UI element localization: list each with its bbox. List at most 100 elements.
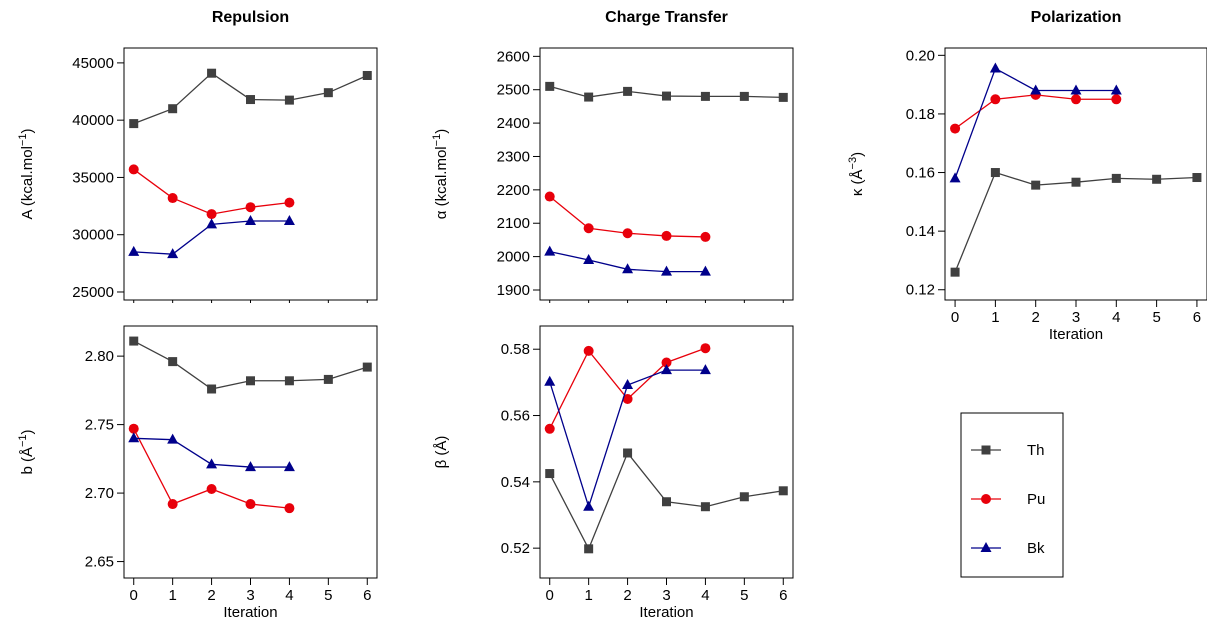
chart-panel-polarization-kappa: Polarization 0.12 0.14 0.16 0.18 0.20 0 1 2 3 4 5 6 I… <box>847 9 1207 343</box>
x-tick-label: 4 <box>701 587 709 604</box>
data-point-pu <box>245 202 256 213</box>
x-tick-label: 4 <box>285 587 293 604</box>
data-point-th <box>323 374 333 384</box>
x-tick-label: 4 <box>1112 309 1120 326</box>
x-tick-label: 0 <box>130 587 138 604</box>
x-tick-label: 6 <box>779 587 787 604</box>
data-point-bk <box>622 379 634 390</box>
data-point-bk <box>245 461 256 472</box>
data-point-pu <box>544 191 555 202</box>
y-axis-label: α (kcal.mol−1) <box>431 129 450 219</box>
series-th <box>129 68 372 129</box>
data-point-pu <box>128 164 139 175</box>
y-tick-label: 30000 <box>72 227 114 244</box>
data-point-th <box>207 68 217 78</box>
y-tick-label: 0.18 <box>906 106 935 123</box>
data-point-th <box>739 492 749 502</box>
y-tick-label: 1900 <box>497 282 530 299</box>
data-point-bk <box>583 500 595 511</box>
legend-marker <box>981 494 991 504</box>
series-th <box>545 81 788 102</box>
x-tick-label: 1 <box>991 309 999 326</box>
y-tick-label: 40000 <box>72 112 114 129</box>
legend-entry-bk: Bk <box>971 540 1045 557</box>
data-point-th <box>246 376 255 386</box>
data-point-th <box>584 92 594 102</box>
series-bk <box>949 62 1122 183</box>
data-point-pu <box>990 94 1001 105</box>
data-point-th <box>129 119 139 129</box>
data-point-pu <box>700 231 711 242</box>
data-point-bk <box>699 364 711 375</box>
data-point-pu <box>544 423 555 434</box>
x-tick-label: 2 <box>207 587 215 604</box>
data-point-bk <box>949 172 961 183</box>
data-point-th <box>362 70 372 80</box>
y-tick-label: 0.14 <box>906 223 935 240</box>
data-point-pu <box>661 357 672 368</box>
chart-panel-repulsion-b: 2.65 2.70 2.75 2.80 0 1 2 3 4 5 6 Iteration b (Å−1) <box>17 325 378 621</box>
data-point-th <box>246 95 255 105</box>
data-point-pu <box>284 197 295 208</box>
y-axis-label: A (kcal.mol−1) <box>17 129 36 220</box>
data-point-th <box>284 95 294 105</box>
chart-panel-repulsion-A: Repulsion 25000 30000 35000 40000 45000 A (kca… <box>17 9 378 303</box>
x-tick-label: 2 <box>1032 309 1040 326</box>
data-point-th <box>129 336 139 346</box>
data-point-pu <box>1111 94 1122 105</box>
data-point-bk <box>1030 84 1042 95</box>
data-point-th <box>1111 173 1121 183</box>
x-axis-label: Iteration <box>639 604 693 621</box>
data-point-bk <box>283 461 295 472</box>
data-point-bk <box>622 263 634 274</box>
data-point-bk <box>206 218 218 229</box>
x-tick-label: 5 <box>740 587 748 604</box>
data-point-pu <box>206 209 217 220</box>
data-point-th <box>778 92 788 102</box>
data-point-pu <box>167 499 178 510</box>
series-line-pu <box>133 428 290 509</box>
data-point-pu <box>950 123 961 134</box>
chart-panel-charge-alpha: Charge Transfer 1900 2000 2100 2200 2300 2400 2… <box>431 9 794 303</box>
data-point-th <box>584 544 594 554</box>
series-pu <box>128 164 295 220</box>
data-point-th <box>1031 180 1041 190</box>
series-bk <box>128 214 295 259</box>
data-point-pu <box>206 483 217 494</box>
series-bk <box>544 245 711 276</box>
y-tick-label: 2600 <box>497 48 530 65</box>
data-point-th <box>1071 177 1081 187</box>
data-point-pu <box>128 423 139 434</box>
data-point-bk <box>167 248 179 259</box>
data-point-th <box>700 91 710 101</box>
chart-panel-charge-beta: 0.52 0.54 0.56 0.58 0 1 2 3 4 5 6 Iteration β (Å) <box>433 325 794 621</box>
y-tick-label: 0.20 <box>906 47 935 64</box>
data-point-th <box>623 86 633 96</box>
series-line-th <box>954 171 1197 273</box>
x-tick-label: 3 <box>1072 309 1080 326</box>
legend-entry-pu: Pu <box>971 491 1045 508</box>
series-bk <box>128 432 295 472</box>
y-tick-label: 0.54 <box>501 474 530 491</box>
x-tick-label: 6 <box>363 587 371 604</box>
data-point-pu <box>583 223 594 234</box>
data-point-bk <box>989 62 1001 73</box>
data-point-bk <box>167 433 179 444</box>
legend-label: Bk <box>1027 540 1045 557</box>
x-tick-label: 1 <box>584 587 592 604</box>
data-point-bk <box>128 432 140 443</box>
x-axis-label: Iteration <box>1049 326 1103 343</box>
legend-label: Pu <box>1027 491 1045 508</box>
data-point-pu <box>583 345 594 356</box>
y-tick-label: 2100 <box>497 215 530 232</box>
y-tick-label: 2400 <box>497 115 530 132</box>
data-point-th <box>950 267 960 277</box>
data-point-th <box>623 448 633 458</box>
panel-title: Repulsion <box>212 9 289 26</box>
data-point-th <box>323 88 333 98</box>
series-pu <box>950 89 1122 134</box>
data-point-th <box>284 376 294 386</box>
x-tick-label: 2 <box>623 587 631 604</box>
y-tick-label: 2.70 <box>85 485 114 502</box>
panel-title: Charge Transfer <box>605 9 728 26</box>
